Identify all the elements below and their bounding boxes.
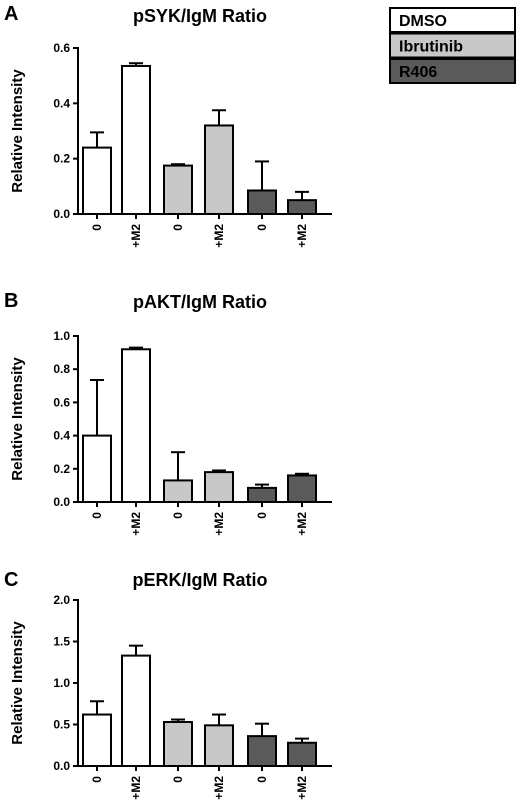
x-tick-label: +M2	[295, 224, 309, 248]
bar-ibrutinib	[163, 721, 193, 768]
bar-dmso	[121, 654, 151, 767]
bar-ibrutinib	[204, 724, 234, 768]
y-tick-label: 1.0	[53, 676, 70, 690]
x-tick-label: +M2	[212, 512, 226, 536]
bar-ibrutinib	[163, 164, 193, 215]
bar-dmso	[121, 64, 151, 215]
y-tick-label: 0.5	[53, 718, 70, 732]
y-tick-label: 0.2	[53, 462, 70, 476]
y-tick-label: 0.2	[53, 152, 70, 166]
x-tick-label: 0	[171, 224, 185, 231]
bar-ibrutinib	[204, 471, 234, 503]
x-tick-label: +M2	[212, 224, 226, 248]
y-axis-label: Relative Intensity	[9, 357, 26, 481]
y-axis-label: Relative Intensity	[9, 621, 26, 745]
x-tick-label: 0	[255, 776, 269, 783]
legend-swatch-ibrutinib	[389, 32, 516, 59]
x-tick-label: 0	[171, 776, 185, 783]
x-tick-label: 0	[255, 224, 269, 231]
x-tick-label: 0	[90, 776, 104, 783]
bar-r406	[247, 486, 277, 504]
panel-letter: B	[4, 290, 18, 312]
legend-label-r406: R406	[399, 64, 437, 81]
y-tick-label: 0.6	[53, 395, 70, 409]
y-tick-label: 0.4	[53, 429, 70, 443]
panel-letter: A	[4, 3, 18, 25]
bar-dmso	[82, 434, 112, 504]
panel-letter: C	[4, 569, 18, 591]
y-axis-label: Relative Intensity	[9, 69, 26, 193]
chart-title: pAKT/IgM Ratio	[133, 292, 267, 312]
legend-label-dmso: DMSO	[399, 13, 447, 30]
y-tick-label: 0.4	[53, 96, 70, 110]
x-tick-label: +M2	[295, 776, 309, 800]
y-tick-label: 0.0	[53, 759, 70, 773]
x-tick-label: 0	[90, 224, 104, 231]
bar-dmso	[121, 348, 151, 503]
x-tick-label: +M2	[129, 224, 143, 248]
x-tick-label: 0	[255, 512, 269, 519]
y-tick-label: 0.0	[53, 495, 70, 509]
x-tick-label: +M2	[295, 512, 309, 536]
bar-r406	[287, 741, 317, 768]
x-tick-label: +M2	[129, 776, 143, 800]
legend: DMSO Ibrutinib R406	[389, 7, 516, 84]
y-tick-label: 0.6	[53, 41, 70, 55]
y-tick-label: 0.8	[53, 362, 70, 376]
bar-r406	[247, 189, 277, 216]
chart-title: pERK/IgM Ratio	[133, 570, 268, 590]
bar-ibrutinib	[204, 124, 234, 215]
bar-r406	[247, 735, 277, 767]
bar-ibrutinib	[163, 479, 193, 504]
y-tick-label: 1.5	[53, 635, 70, 649]
y-tick-label: 0.0	[53, 207, 70, 221]
legend-label-ibrutinib: Ibrutinib	[399, 39, 463, 56]
bar-r406	[287, 199, 317, 216]
x-tick-label: +M2	[212, 776, 226, 800]
x-tick-label: 0	[171, 512, 185, 519]
y-tick-label: 1.0	[53, 329, 70, 343]
bar-r406	[287, 474, 317, 504]
y-tick-label: 2.0	[53, 593, 70, 607]
x-tick-label: 0	[90, 512, 104, 519]
legend-swatch-r406	[389, 58, 516, 84]
bar-dmso	[82, 146, 112, 216]
legend-swatch-dmso	[389, 7, 516, 33]
bar-dmso	[82, 713, 112, 767]
x-tick-label: +M2	[129, 512, 143, 536]
chart-title: pSYK/IgM Ratio	[133, 6, 267, 26]
